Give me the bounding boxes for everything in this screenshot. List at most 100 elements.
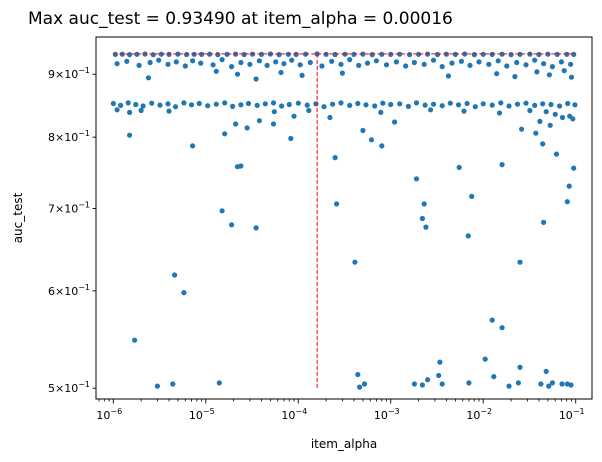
data-point	[347, 57, 353, 63]
data-point	[570, 116, 576, 122]
data-point	[476, 59, 482, 65]
data-point	[334, 201, 340, 207]
data-point	[368, 137, 375, 143]
data-point	[256, 58, 262, 64]
data-point	[393, 59, 399, 65]
data-point	[552, 111, 558, 117]
data-point	[198, 60, 204, 66]
data-point	[498, 100, 504, 106]
data-point	[154, 383, 160, 389]
data-point	[216, 380, 222, 386]
data-point	[332, 155, 338, 161]
data-point	[572, 102, 578, 108]
data-point	[133, 101, 139, 108]
data-point	[437, 359, 443, 365]
data-point	[380, 100, 386, 106]
data-point	[537, 118, 543, 124]
data-point	[508, 52, 514, 58]
data-point	[273, 59, 279, 65]
data-point	[383, 62, 390, 68]
data-point	[540, 141, 546, 147]
data-point	[149, 100, 155, 106]
x-axis-label: item_alpha	[311, 437, 377, 451]
data-point	[407, 52, 413, 58]
data-point	[568, 61, 574, 67]
data-point	[229, 64, 235, 70]
data-point	[532, 57, 538, 63]
data-point	[504, 63, 510, 69]
data-point	[496, 110, 503, 116]
data-point	[140, 103, 146, 109]
data-point	[413, 100, 420, 106]
data-point	[166, 108, 172, 114]
data-point	[165, 101, 171, 107]
data-point	[134, 51, 140, 57]
data-point	[467, 62, 473, 68]
data-point	[405, 103, 411, 109]
data-point	[421, 61, 427, 67]
data-point	[445, 73, 451, 79]
data-point	[541, 61, 547, 67]
data-point	[568, 74, 575, 80]
data-point	[222, 131, 228, 137]
data-point	[554, 51, 560, 58]
data-point	[471, 52, 477, 58]
data-point	[499, 51, 505, 57]
data-point	[372, 103, 378, 109]
data-point	[388, 101, 394, 108]
data-point	[291, 113, 297, 119]
data-point	[506, 383, 512, 389]
data-point	[313, 101, 319, 107]
data-point	[541, 219, 547, 225]
data-point	[517, 259, 523, 265]
data-point	[361, 381, 368, 387]
data-point	[519, 126, 525, 132]
data-point	[286, 101, 292, 108]
data-point	[523, 100, 529, 106]
best-value-guides	[113, 53, 576, 389]
data-point	[546, 383, 552, 389]
data-point	[244, 125, 250, 131]
data-point	[157, 102, 163, 108]
data-point	[150, 52, 156, 58]
data-point	[299, 72, 305, 78]
data-point	[172, 104, 179, 110]
data-point	[449, 60, 455, 66]
data-point	[379, 51, 385, 57]
data-point	[447, 100, 453, 106]
data-point	[339, 70, 345, 76]
data-point	[571, 51, 577, 58]
data-point	[297, 62, 303, 68]
data-point	[234, 71, 241, 77]
data-point	[491, 374, 497, 380]
data-point	[428, 107, 434, 113]
data-point	[558, 59, 565, 65]
data-point	[422, 102, 428, 108]
data-point	[357, 384, 363, 390]
data-point	[548, 101, 554, 108]
data-point	[436, 372, 442, 379]
data-point	[356, 62, 362, 68]
data-point	[568, 382, 574, 388]
data-point	[254, 102, 260, 108]
data-point	[238, 102, 244, 108]
data-point	[430, 101, 437, 107]
data-point	[238, 59, 244, 66]
data-point	[527, 107, 533, 114]
data-point	[403, 63, 409, 69]
y-axis-ticks: 9×10−1 8×10−1 7×10−1 6×10−1 5×10−1	[48, 66, 96, 395]
data-point	[489, 317, 495, 323]
data-point	[158, 51, 164, 57]
data-point	[262, 101, 268, 107]
data-point	[165, 61, 171, 67]
data-point	[379, 143, 385, 149]
data-point	[156, 57, 162, 63]
data-point	[258, 51, 265, 58]
chart-title: Max auc_test = 0.93490 at item_alpha = 0…	[28, 9, 453, 29]
data-point	[549, 64, 556, 70]
data-point	[533, 130, 539, 136]
data-point	[564, 199, 570, 205]
data-point	[147, 59, 153, 66]
data-point	[515, 380, 522, 386]
